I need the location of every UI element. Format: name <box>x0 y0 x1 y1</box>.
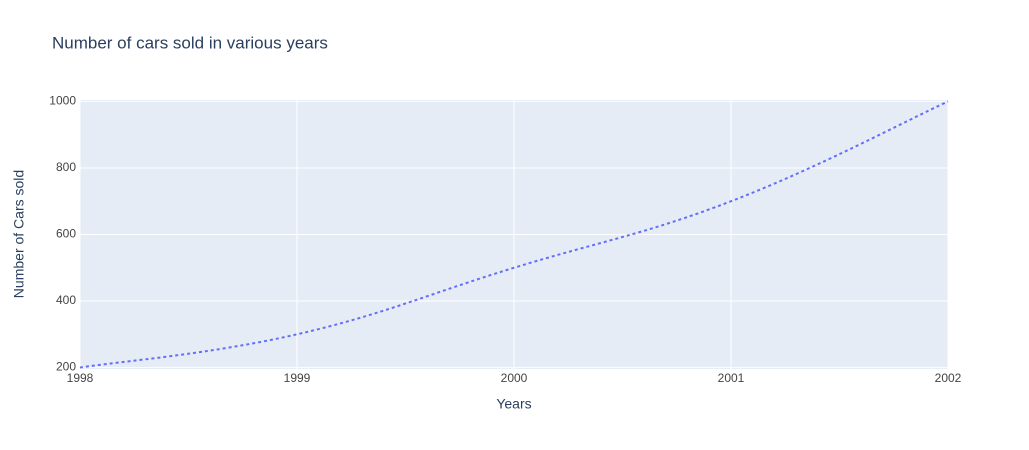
x-tick-label: 2002 <box>935 371 962 385</box>
y-tick-label: 200 <box>56 360 76 374</box>
y-tick-label: 1000 <box>49 94 76 108</box>
x-tick-label: 2001 <box>718 371 745 385</box>
chart-title: Number of cars sold in various years <box>52 33 328 52</box>
y-tick-label: 600 <box>56 227 76 241</box>
x-tick-label: 1998 <box>67 371 94 385</box>
x-tick-label: 1999 <box>284 371 311 385</box>
y-tick-label: 800 <box>56 160 76 174</box>
y-axis-title: Number of Cars sold <box>11 170 27 298</box>
y-tick-label: 400 <box>56 293 76 307</box>
line <box>79 100 949 369</box>
x-tick-label: 2000 <box>501 371 528 385</box>
x-axis-title: Years <box>496 396 531 412</box>
